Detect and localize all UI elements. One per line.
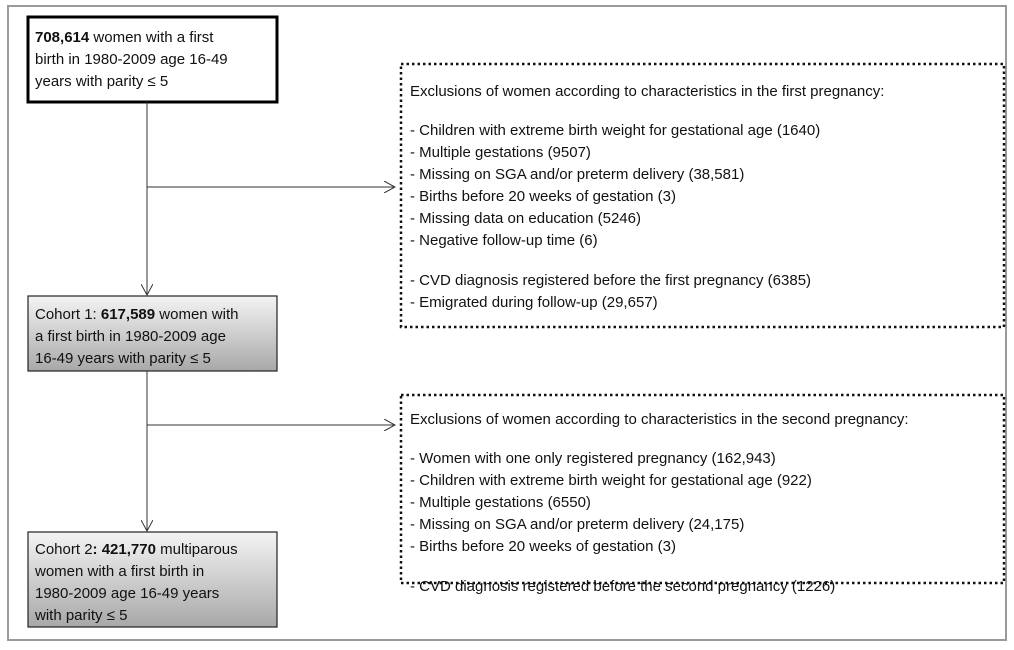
node-line: a first birth in 1980-2009 age xyxy=(35,328,226,345)
exclusion-item: - Missing data on education (5246) xyxy=(410,210,641,227)
text-run: birth in 1980-2009 age 16-49 xyxy=(35,51,228,68)
exclusion-item: - Emigrated during follow-up (29,657) xyxy=(410,294,658,311)
text-run: a first birth in 1980-2009 age xyxy=(35,328,226,345)
exclusion-item: - Women with one only registered pregnan… xyxy=(410,450,776,467)
text-run: years with parity ≤ 5 xyxy=(35,73,168,90)
node-line: with parity ≤ 5 xyxy=(34,607,127,624)
text-run: : 421,770 xyxy=(93,541,156,558)
exclusion-heading: Exclusions of women according to charact… xyxy=(410,411,909,428)
text-run: 708,614 xyxy=(35,29,90,46)
text-run: 617,589 xyxy=(101,306,155,323)
node-line: 1980-2009 age 16-49 years xyxy=(35,585,219,602)
exclusion-item: - Multiple gestations (6550) xyxy=(410,494,591,511)
node-line: 16-49 years with parity ≤ 5 xyxy=(35,350,211,367)
text-run: women with a first xyxy=(89,29,214,46)
node-line: birth in 1980-2009 age 16-49 xyxy=(35,51,228,68)
exclusion-item: - Births before 20 weeks of gestation (3… xyxy=(410,188,676,205)
exclusion-item: - CVD diagnosis registered before the fi… xyxy=(410,272,811,289)
cohort-box xyxy=(27,531,278,628)
exclusion-item: - CVD diagnosis registered before the se… xyxy=(410,578,835,595)
node-line: Cohort 1: 617,589 women with xyxy=(35,306,238,323)
text-run: 16-49 years with parity ≤ 5 xyxy=(35,350,211,367)
node-line: Cohort 2: 421,770 multiparous xyxy=(35,541,238,558)
exclusion-item: - Multiple gestations (9507) xyxy=(410,144,591,161)
text-run: multiparous xyxy=(156,541,238,558)
exclusion-heading: Exclusions of women according to charact… xyxy=(410,83,884,100)
exclusion-item: - Missing on SGA and/or preterm delivery… xyxy=(410,516,744,533)
exclusion-box xyxy=(399,62,1006,329)
text-run: Cohort 1: xyxy=(35,306,101,323)
text-run: women with xyxy=(155,306,238,323)
exclusion-item: - Negative follow-up time (6) xyxy=(410,232,598,249)
node-line: women with a first birth in xyxy=(34,563,204,580)
text-run: Cohort 2 xyxy=(35,541,93,558)
cohort-box xyxy=(27,295,278,372)
exclusion-item: - Children with extreme birth weight for… xyxy=(410,122,820,139)
exclusion-item: - Missing on SGA and/or preterm delivery… xyxy=(410,166,744,183)
node-line: years with parity ≤ 5 xyxy=(35,73,168,90)
text-run: with parity ≤ 5 xyxy=(34,607,127,624)
text-run: women with a first birth in xyxy=(34,563,204,580)
exclusion-item: - Children with extreme birth weight for… xyxy=(410,472,812,489)
text-run: 1980-2009 age 16-49 years xyxy=(35,585,219,602)
exclusion-item: - Births before 20 weeks of gestation (3… xyxy=(410,538,676,555)
start-box xyxy=(26,15,279,104)
node-line: 708,614 women with a first xyxy=(35,29,214,46)
